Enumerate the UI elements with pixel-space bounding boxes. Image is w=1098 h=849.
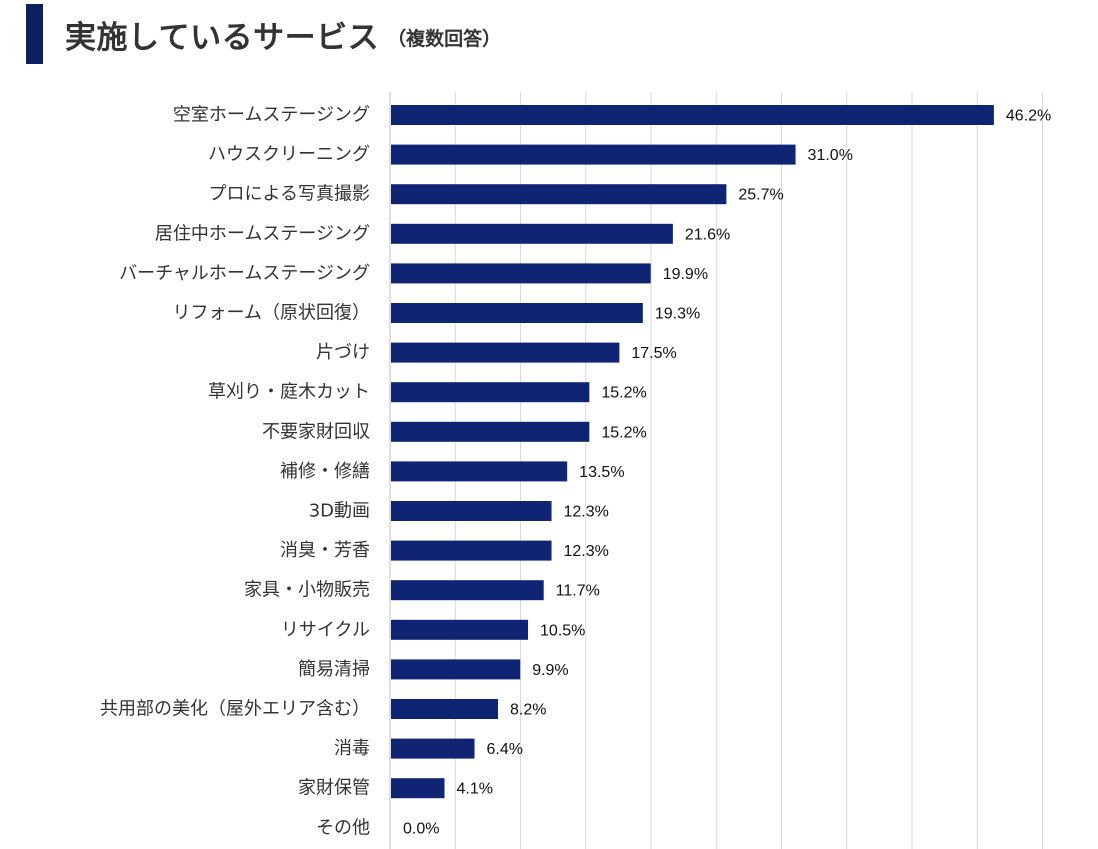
bar: [391, 580, 544, 601]
bar: [391, 540, 552, 561]
data-label: 15.2%: [601, 385, 646, 402]
bar: [391, 263, 651, 284]
data-label: 4.1%: [457, 781, 493, 798]
bar: [391, 778, 445, 799]
data-label: 21.6%: [685, 226, 730, 243]
bar: [391, 223, 673, 244]
bar: [391, 382, 590, 403]
category-label: 簡易清掃: [298, 659, 370, 680]
title-accent-bar: [26, 4, 43, 64]
data-label: 13.5%: [579, 464, 624, 481]
data-label: 11.7%: [556, 583, 600, 600]
bar: [391, 105, 994, 125]
page-subtitle: （複数回答）: [387, 27, 502, 50]
category-label: 不要家財回収: [262, 421, 370, 442]
data-label: 6.4%: [487, 741, 523, 758]
category-label: 消毒: [334, 738, 370, 759]
category-label: 居住中ホームステージング: [155, 223, 370, 244]
data-label: 9.9%: [532, 662, 568, 679]
category-label: 3D動画: [309, 501, 370, 522]
data-label: 19.9%: [663, 266, 708, 283]
bar: [391, 421, 590, 442]
category-label: 草刈り・庭木カット: [208, 382, 370, 403]
bar: [391, 699, 499, 719]
bar: [391, 303, 643, 323]
data-label: 12.3%: [564, 543, 609, 560]
category-label: ハウスクリーニング: [208, 144, 370, 165]
data-label: 19.3%: [655, 306, 700, 323]
bar: [391, 184, 727, 205]
data-label: 25.7%: [738, 187, 783, 204]
data-label: 8.2%: [510, 702, 546, 719]
bar: [391, 342, 620, 363]
category-label: 共用部の美化（屋外エリア含む）: [100, 699, 370, 720]
page-title: 実施しているサービス: [65, 19, 380, 56]
bar: [391, 461, 568, 482]
category-label: リフォーム（原状回復）: [173, 303, 370, 324]
category-label: 片づけ: [316, 342, 370, 363]
category-label: 補修・修繕: [280, 461, 370, 482]
category-label: 消臭・芳香: [280, 540, 370, 561]
data-label: 12.3%: [564, 504, 609, 521]
bar: [391, 659, 521, 680]
bar: [391, 738, 475, 759]
category-label: バーチャルホームステージング: [119, 263, 370, 284]
data-label: 17.5%: [631, 345, 676, 362]
category-label: 家具・小物販売: [244, 580, 370, 601]
category-label: 家財保管: [298, 778, 370, 799]
data-label: 15.2%: [601, 424, 646, 441]
category-label: プロによる写真撮影: [209, 184, 370, 205]
bar: [391, 501, 552, 521]
data-label: 46.2%: [1006, 108, 1051, 125]
category-label: 空室ホームステージング: [173, 105, 370, 126]
bar: [391, 619, 529, 640]
category-label: リサイクル: [281, 619, 370, 640]
bar: [391, 144, 796, 165]
data-label: 31.0%: [808, 147, 853, 164]
data-label: 10.5%: [540, 622, 585, 639]
data-label: 0.0%: [403, 820, 439, 837]
category-label: その他: [316, 817, 370, 838]
chart-header: 実施しているサービス （複数回答）: [26, 4, 501, 64]
